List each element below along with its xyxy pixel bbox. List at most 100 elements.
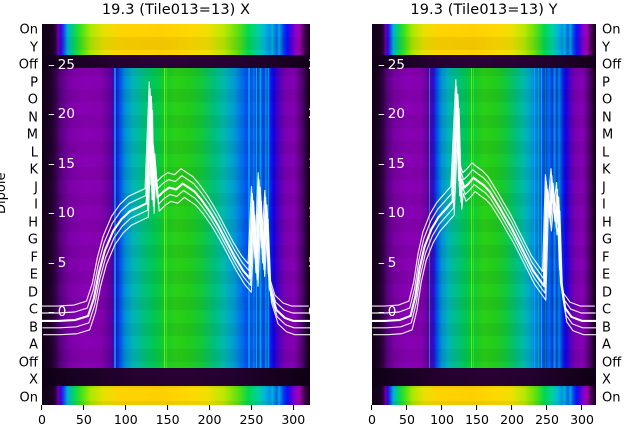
- category-label-left-on-0: On: [19, 22, 38, 38]
- category-label-left-i-10: I: [34, 197, 38, 213]
- category-label-left-on-21: On: [19, 390, 38, 406]
- x-tick-mark-icon: [125, 405, 127, 410]
- heatmap-band-on-top: [372, 24, 596, 55]
- x-tick-mark-icon: [250, 405, 252, 410]
- category-label-left-m-6: M: [26, 127, 38, 143]
- category-label-left-n-5: N: [28, 110, 38, 126]
- panel-title-y: 19.3 (Tile013=13) Y: [410, 2, 558, 18]
- x-tick-mark-icon: [208, 405, 210, 410]
- x-tick-y-300: 300: [570, 405, 594, 427]
- x-tick-label: 100: [113, 412, 138, 427]
- x-tick-y-150: 150: [465, 405, 489, 427]
- x-tick-x-150: 150: [156, 405, 180, 427]
- category-label-right-l-7: L: [602, 145, 610, 161]
- x-tick-label: 200: [500, 412, 524, 427]
- category-label-right-j-9: J: [602, 180, 606, 196]
- trace-curve-1: [43, 104, 310, 328]
- trace-overlay-x: [42, 24, 310, 405]
- category-label-left-b-17: B: [29, 320, 38, 336]
- heatmap-band-gap-top: [372, 55, 596, 68]
- heatmap-band-on-bottom: [42, 386, 310, 405]
- category-label-right-p-3: P: [602, 75, 610, 91]
- category-label-right-m-6: M: [602, 127, 614, 143]
- x-tick-mark-icon: [476, 405, 478, 410]
- category-label-left-a-18: A: [29, 337, 38, 353]
- heatmap-band-gap-bottom: [42, 368, 310, 386]
- heatmap-band-on-bottom: [372, 386, 596, 405]
- category-label-left-o-4: O: [27, 92, 38, 108]
- category-label-right-d-15: D: [602, 285, 613, 301]
- x-tick-label: 100: [430, 412, 454, 427]
- category-label-left-h-11: H: [28, 215, 38, 231]
- category-label-right-n-5: N: [602, 110, 612, 126]
- category-label-left-off-19: Off: [18, 355, 38, 371]
- panel-y: 19.3 (Tile013=13) Y –25–20–15–10–5–0: [372, 2, 596, 405]
- x-tick-x-50: 50: [76, 405, 92, 427]
- category-label-right-e-14: E: [602, 267, 611, 283]
- x-tick-label: 150: [155, 412, 180, 427]
- x-tick-mark-icon: [546, 405, 548, 410]
- x-tick-x-250: 250: [239, 405, 263, 427]
- category-label-left-k-8: K: [29, 162, 38, 178]
- category-label-left-c-16: C: [28, 302, 38, 318]
- x-tick-x-200: 200: [197, 405, 222, 427]
- category-label-left-e-14: E: [29, 267, 38, 283]
- x-axis-panel-x: 0 50 100 150 200 250 300: [38, 405, 310, 439]
- x-tick-label: 300: [281, 412, 306, 427]
- x-axis-panel-y: 0 50 100 150 200 250 300: [368, 405, 596, 439]
- heatmap-band-gap-top: [42, 55, 310, 68]
- category-label-left-j-9: J: [34, 180, 38, 196]
- category-label-right-b-17: B: [602, 320, 611, 336]
- x-tick-mark-icon: [41, 405, 43, 410]
- x-tick-label: 50: [399, 412, 415, 427]
- category-axis-left: On Y Off P O N M L K J I H G F E D C B A Off X On: [4, 22, 38, 406]
- x-tick-x-0: 0: [38, 405, 46, 427]
- x-tick-mark-icon: [406, 405, 408, 410]
- x-tick-label: 150: [465, 412, 489, 427]
- trace-curve-3: [44, 110, 310, 334]
- category-label-right-h-11: H: [602, 215, 612, 231]
- x-tick-y-200: 200: [500, 405, 524, 427]
- panel-x: 19.3 (Tile013=13) X –25–20–15–10–5–0 252…: [42, 2, 310, 405]
- x-tick-x-300: 300: [281, 405, 305, 427]
- heatmap-y[interactable]: –25–20–15–10–5–0: [372, 24, 596, 405]
- heatmap-x[interactable]: –25–20–15–10–5–0 2520151050: [42, 24, 310, 405]
- trace-curve-4: [42, 82, 308, 306]
- panel-title-x: 19.3 (Tile013=13) X: [101, 2, 251, 18]
- x-tick-mark-icon: [511, 405, 513, 410]
- trace-curve-2: [42, 89, 309, 313]
- heatmap-band-on-top: [42, 24, 310, 55]
- x-tick-y-100: 100: [430, 405, 454, 427]
- category-label-left-f-13: F: [30, 250, 38, 266]
- category-label-right-g-12: G: [602, 232, 613, 248]
- category-label-left-off-2: Off: [18, 57, 38, 73]
- category-label-right-off-2: Off: [602, 57, 622, 73]
- trace-curve-4: [372, 80, 594, 306]
- category-label-left-g-12: G: [27, 232, 38, 248]
- x-tick-x-100: 100: [114, 405, 138, 427]
- x-tick-label: 200: [197, 412, 222, 427]
- category-label-right-x-20: X: [602, 372, 611, 388]
- category-axis-right: On Y Off P O N M L K J I H G F E D C B A Off X On: [602, 23, 636, 406]
- category-label-left-x-20: X: [29, 372, 38, 388]
- x-tick-y-50: 50: [399, 405, 415, 427]
- trace-curve-3: [374, 108, 596, 334]
- x-tick-label: 250: [239, 412, 264, 427]
- x-tick-mark-icon: [83, 405, 85, 410]
- x-tick-mark-icon: [292, 405, 294, 410]
- x-tick-mark-icon: [441, 405, 443, 410]
- x-tick-label: 50: [75, 412, 92, 427]
- category-label-right-o-4: O: [602, 92, 613, 108]
- heatmap-band-gap-bottom: [372, 368, 596, 386]
- category-label-right-y-1: Y: [602, 40, 610, 56]
- category-label-right-i-10: I: [602, 197, 606, 213]
- category-label-right-k-8: K: [602, 162, 611, 178]
- category-label-left-l-7: L: [30, 145, 38, 161]
- category-label-left-y-1: Y: [30, 40, 38, 56]
- category-label-left-d-15: D: [27, 285, 38, 301]
- category-label-right-off-19: Off: [602, 355, 622, 371]
- x-tick-mark-icon: [371, 405, 373, 410]
- category-label-right-a-18: A: [602, 337, 611, 353]
- x-tick-y-250: 250: [535, 405, 559, 427]
